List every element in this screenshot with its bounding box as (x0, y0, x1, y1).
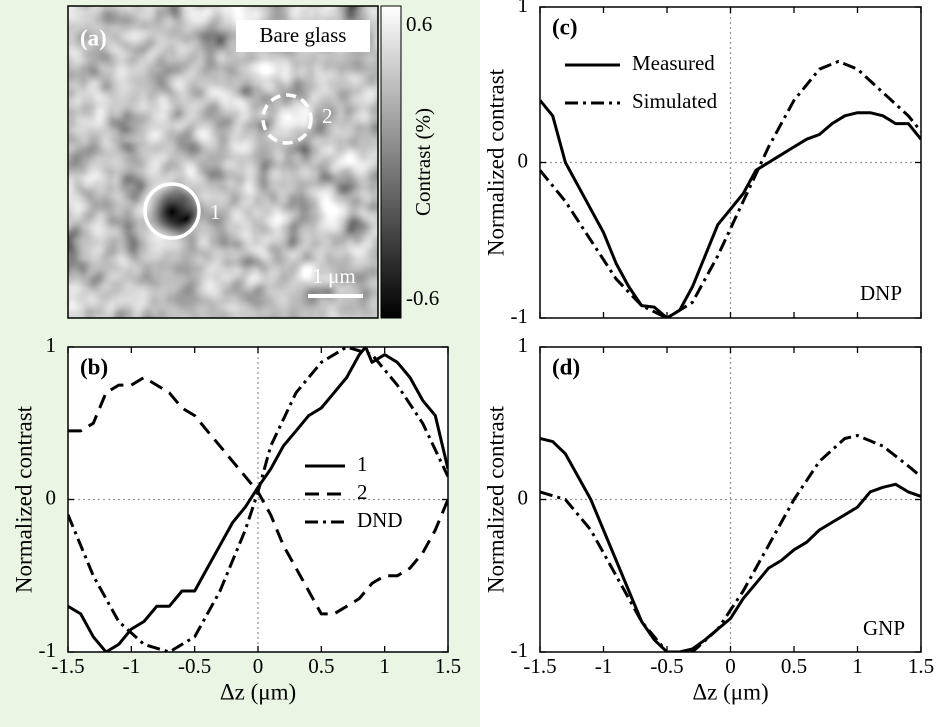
y-axis-label: Normalized contrast (483, 68, 508, 256)
x-tick-label: 0.5 (308, 654, 334, 678)
y-tick-label: -1 (511, 304, 529, 328)
colorbar-label: Contrast (%) (411, 108, 435, 216)
annotation: Bare glass (260, 23, 347, 47)
x-tick-label: 1 (852, 654, 863, 678)
y-tick-label: 0 (518, 148, 529, 172)
x-tick-label: -0.5 (178, 654, 211, 678)
x-tick-label: -1 (123, 654, 141, 678)
panel-label: (b) (80, 354, 108, 379)
axes-frame (67, 346, 449, 653)
series-line (540, 59, 921, 318)
y-tick-label: 1 (46, 333, 57, 357)
y-axis-label: Normalized contrast (11, 405, 36, 593)
legend-label: Simulated (632, 89, 718, 113)
x-axis-label: Δz (μm) (220, 679, 296, 704)
annotation: GNP (863, 616, 905, 640)
y-tick-label: -1 (39, 638, 57, 662)
x-tick-label: -0.5 (650, 654, 683, 678)
legend-label: 2 (357, 480, 368, 504)
axes-frame (539, 6, 922, 319)
x-tick-label: -1.5 (523, 654, 556, 678)
image-frame (67, 5, 379, 319)
series-line (540, 99, 921, 318)
annotation: DNP (860, 281, 902, 305)
series-line (540, 434, 921, 652)
x-tick-label: 0 (725, 654, 736, 678)
legend-label: 1 (357, 452, 368, 476)
marker-circle (261, 93, 313, 145)
x-tick-label: 1.5 (908, 654, 934, 678)
plot-lines (540, 434, 921, 652)
colorbar-tick-label: 0.6 (406, 12, 432, 36)
colorbar-tick-label: -0.6 (406, 286, 439, 310)
x-tick-label: -1.5 (51, 654, 84, 678)
bright-spot (266, 96, 310, 140)
dark-spot (144, 184, 200, 240)
x-tick-label: 0 (253, 654, 264, 678)
series-line (68, 347, 448, 652)
axes-frame (539, 346, 922, 653)
panel-label: (c) (552, 14, 578, 39)
scalebar-label: 1 μm (312, 264, 355, 288)
marker-circle (143, 182, 201, 240)
y-tick-label: 0 (46, 485, 57, 509)
x-tick-label: -1 (595, 654, 613, 678)
x-tick-label: 1.5 (435, 654, 461, 678)
marker-label: 2 (322, 104, 333, 128)
y-tick-label: 0 (518, 485, 529, 509)
y-tick-label: -1 (511, 638, 529, 662)
image (68, 6, 378, 318)
legend-label: DND (357, 508, 403, 532)
panel-label: (a) (80, 25, 107, 50)
y-tick-label: 1 (518, 0, 529, 17)
annotation-box (236, 20, 370, 52)
marker-label: 1 (210, 200, 221, 224)
panel-a: Bare glass (a) 1 2 1 μm Contrast (%) (67, 5, 435, 319)
plot-lines (540, 59, 921, 318)
y-axis-label: Normalized contrast (483, 405, 508, 593)
y-tick-label: 1 (518, 333, 529, 357)
series-line (540, 437, 921, 652)
legend-label: Measured (632, 51, 715, 75)
plot-lines (68, 347, 448, 652)
x-axis-label: Δz (μm) (692, 679, 768, 704)
panel-label: (d) (552, 354, 580, 379)
x-tick-label: 0.5 (781, 654, 807, 678)
series-line (68, 347, 448, 652)
x-tick-label: 1 (379, 654, 390, 678)
colorbar (380, 5, 402, 319)
